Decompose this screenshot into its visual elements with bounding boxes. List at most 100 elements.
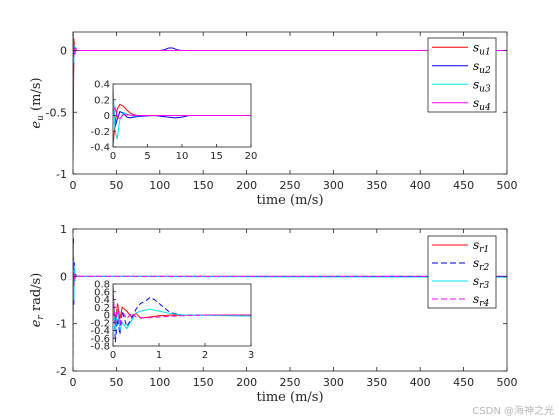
x-tick-label: 500 xyxy=(497,179,518,192)
legend-box xyxy=(427,37,497,113)
y-tick-label: -0.5 xyxy=(46,106,67,119)
inset-x-tick-label: 2 xyxy=(202,350,208,361)
subplot-1: 0 50 100 150 200 250 300 350 400 450 500-1-0.50tim… xyxy=(29,31,518,208)
subplot-2: 0 50 100 150 200 250 300 350 400 450 500-2-101time… xyxy=(29,223,518,405)
legend-entry-sub: u3 xyxy=(479,84,491,94)
inset-y-tick-label: 0.6 xyxy=(94,287,110,298)
y-label-base: e xyxy=(29,121,44,129)
legend-entry-4: sr4 xyxy=(473,292,489,309)
inset-series-line-4 xyxy=(113,106,251,120)
x-tick-label: 50 xyxy=(109,376,123,389)
legend-entry-base: s xyxy=(473,256,479,270)
y-tick-label: -2 xyxy=(56,365,67,378)
inset-y-tick-label: 0.8 xyxy=(94,280,110,291)
inset-x-tick-label: 1 xyxy=(156,350,162,361)
inset-x-tick-label: 5 xyxy=(144,151,150,162)
legend-entry-2: sr2 xyxy=(473,256,489,273)
y-tick-label: -1 xyxy=(56,168,67,181)
inset-series-line-4 xyxy=(113,287,251,327)
y-label-rest: (m/s) xyxy=(29,77,44,115)
x-tick-label: 300 xyxy=(323,179,344,192)
x-tick-label: 200 xyxy=(236,179,257,192)
legend-entry-base: s xyxy=(473,238,479,252)
x-tick-label: 250 xyxy=(280,179,301,192)
legend-entry-base: s xyxy=(473,40,479,54)
inset-x-tick-label: 10 xyxy=(176,151,189,162)
inset-y-tick-label: -0.4 xyxy=(90,143,110,154)
x-tick-label: 250 xyxy=(280,376,301,389)
inset-axes: 0 5 10 15 20 -0.4 -0.2 0 0.2 0.4 xyxy=(90,80,257,163)
inset-y-tick-label: -0.2 xyxy=(90,127,110,138)
watermark: CSDN @海神之光 xyxy=(472,406,554,417)
x-tick-label: 300 xyxy=(323,376,344,389)
x-tick-label: 150 xyxy=(193,376,214,389)
x-tick-label: 0 xyxy=(70,376,77,389)
inset-y-tick-label: -0.8 xyxy=(90,342,110,353)
x-axis-label: time (m/s) xyxy=(256,193,323,208)
inset-y-tick-label: -0.2 xyxy=(90,318,110,329)
inset-series-line-2 xyxy=(113,91,251,128)
legend-entry-1: sr1 xyxy=(473,238,489,255)
inset-series-line-2 xyxy=(113,285,251,343)
inset-y-tick-label: 0.4 xyxy=(94,80,110,91)
x-tick-label: 0 xyxy=(70,179,77,192)
y-tick-label: 0 xyxy=(60,270,67,283)
x-axis-label: time (m/s) xyxy=(256,390,323,405)
x-tick-label: 400 xyxy=(410,376,431,389)
legend-entry-base: s xyxy=(473,292,479,306)
x-tick-label: 200 xyxy=(236,376,257,389)
legend-entry-sub: u2 xyxy=(479,66,491,76)
inset-y-tick-label: 0.2 xyxy=(94,303,110,314)
y-label-sub: u xyxy=(36,115,46,121)
series-line-4 xyxy=(73,38,507,57)
inset-y-tick-label: 0.4 xyxy=(94,295,110,306)
x-tick-label: 450 xyxy=(453,376,474,389)
y-tick-label: 0 xyxy=(60,45,67,58)
legend-box xyxy=(427,235,497,309)
y-tick-label: 1 xyxy=(60,223,67,236)
y-label-sub: r xyxy=(36,315,46,320)
inset-x-tick-label: 3 xyxy=(248,350,254,361)
x-tick-label: 500 xyxy=(497,376,518,389)
legend-entry-3: sr3 xyxy=(473,274,489,291)
inset-y-tick-label: 0.2 xyxy=(94,95,110,106)
y-label-base: e xyxy=(29,319,44,327)
y-axis-label: er rad/s) xyxy=(29,273,46,328)
legend-entry-2: su2 xyxy=(473,59,491,76)
x-tick-label: 50 xyxy=(109,179,123,192)
x-tick-label: 100 xyxy=(149,376,170,389)
inset-y-tick-label: 0 xyxy=(104,111,110,122)
legend-entry-4: su4 xyxy=(473,96,491,113)
legend-entry-base: s xyxy=(473,96,479,110)
inset-y-tick-label: -0.4 xyxy=(90,326,110,337)
y-tick-label: -1 xyxy=(56,318,67,331)
legend-entry-sub: u4 xyxy=(479,103,491,113)
legend-entry-base: s xyxy=(473,274,479,288)
inset-x-tick-label: 0 xyxy=(110,151,116,162)
x-tick-label: 400 xyxy=(410,179,431,192)
y-label-rest: rad/s) xyxy=(29,273,44,316)
inset-axes: 0 1 2 3-0.8-0.6-0.4-0.200.20.40.60.8 xyxy=(90,280,254,362)
legend-entry-sub: r4 xyxy=(479,299,489,309)
inset-y-tick-label: 0 xyxy=(104,311,110,322)
inset-x-tick-label: 0 xyxy=(110,350,116,361)
legend-entry-base: s xyxy=(473,77,479,91)
legend-entry-sub: r2 xyxy=(479,263,489,273)
legend-entry-sub: r1 xyxy=(479,245,489,255)
x-tick-label: 350 xyxy=(366,179,387,192)
inset-x-tick-label: 15 xyxy=(210,151,223,162)
series-line-4 xyxy=(73,257,507,305)
legend-entry-sub: r3 xyxy=(479,281,489,291)
legend-entry-3: su3 xyxy=(473,77,491,94)
x-tick-label: 150 xyxy=(193,179,214,192)
legend-entry-sub: u1 xyxy=(479,47,491,57)
y-axis-label: eu (m/s) xyxy=(29,77,46,128)
inset-y-tick-label: -0.6 xyxy=(90,334,110,345)
x-tick-label: 100 xyxy=(149,179,170,192)
inset-x-tick-label: 20 xyxy=(245,151,258,162)
legend-entry-base: s xyxy=(473,59,479,73)
x-tick-label: 350 xyxy=(366,376,387,389)
